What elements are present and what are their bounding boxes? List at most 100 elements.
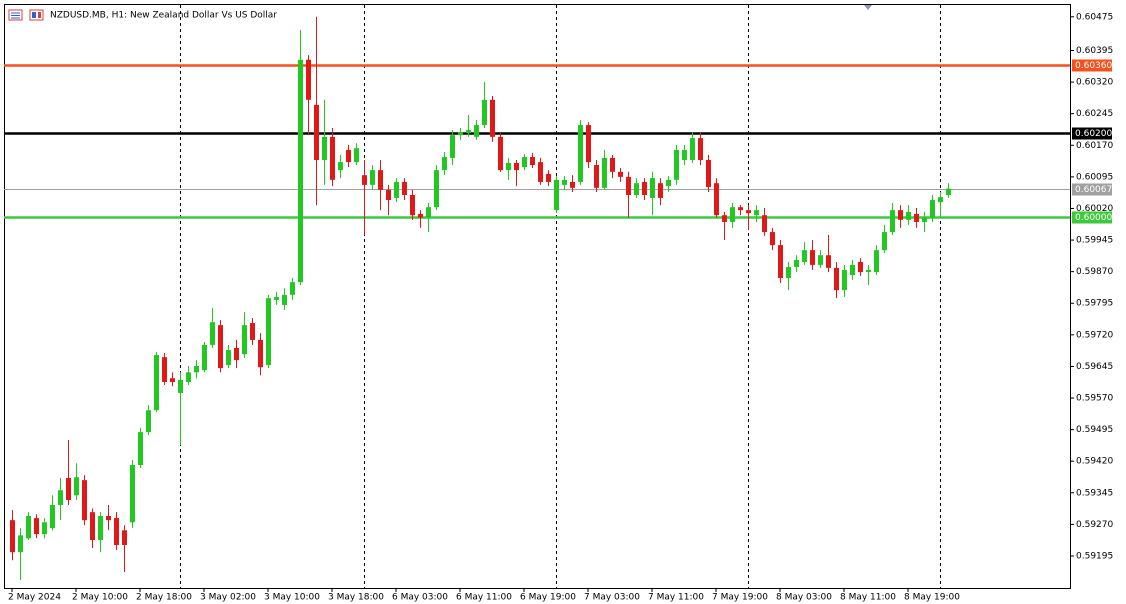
candle-body bbox=[346, 149, 351, 163]
candle-body bbox=[210, 322, 215, 345]
x-tick-label: 8 May 19:00 bbox=[904, 593, 960, 603]
candle-body bbox=[194, 366, 199, 373]
candle-body bbox=[10, 520, 15, 553]
y-tick-label: 0.59945 bbox=[1076, 236, 1113, 246]
candle-body bbox=[786, 267, 791, 278]
candle-body bbox=[930, 200, 935, 218]
candle-body bbox=[178, 379, 183, 393]
candle-body bbox=[866, 269, 871, 273]
icon-chart[interactable] bbox=[29, 9, 44, 21]
candle-body bbox=[554, 179, 559, 211]
candle-body bbox=[90, 512, 95, 540]
candle-body bbox=[898, 210, 903, 220]
x-tick-label: 3 May 18:00 bbox=[328, 593, 384, 603]
x-tick-label: 7 May 19:00 bbox=[712, 593, 768, 603]
candle-body bbox=[746, 210, 751, 214]
candle-body bbox=[906, 211, 911, 220]
price-tag-label: 0.60200 bbox=[1075, 129, 1112, 139]
y-tick-label: 0.59495 bbox=[1076, 425, 1113, 435]
y-tick-label: 0.59870 bbox=[1076, 267, 1113, 277]
price-tag bbox=[1072, 127, 1112, 140]
candle-body bbox=[834, 267, 839, 291]
candle-body bbox=[202, 344, 207, 371]
candle-body bbox=[722, 215, 727, 222]
candle-body bbox=[666, 179, 671, 187]
icon-bar bbox=[32, 12, 36, 18]
candle-body bbox=[850, 264, 855, 276]
x-tick-label: 7 May 11:00 bbox=[648, 593, 704, 603]
x-tick-label: 8 May 03:00 bbox=[776, 593, 832, 603]
candle-body bbox=[874, 250, 879, 273]
candle-body bbox=[234, 347, 239, 361]
candle-body bbox=[418, 213, 423, 218]
candle-body bbox=[122, 530, 127, 546]
candle-body bbox=[434, 170, 439, 208]
candle-body bbox=[626, 176, 631, 195]
candle-body bbox=[778, 245, 783, 278]
candle-body bbox=[74, 477, 79, 496]
candle-body bbox=[314, 104, 319, 161]
candle-body bbox=[18, 535, 23, 553]
candle-body bbox=[154, 355, 159, 411]
candle-body bbox=[426, 207, 431, 218]
candle-body bbox=[810, 250, 815, 265]
candle-body bbox=[362, 175, 367, 185]
candle-body bbox=[218, 325, 223, 369]
candle-body bbox=[442, 157, 447, 171]
candle-body bbox=[138, 432, 143, 465]
candle-body bbox=[394, 181, 399, 198]
candle-body bbox=[186, 372, 191, 383]
candle-body bbox=[642, 181, 647, 195]
y-tick-label: 0.60395 bbox=[1076, 46, 1113, 56]
separators bbox=[180, 5, 941, 588]
candle-body bbox=[58, 490, 63, 506]
candle-body bbox=[458, 132, 463, 136]
candle-body bbox=[890, 210, 895, 233]
candle-body bbox=[682, 149, 687, 161]
y-tick-label: 0.59795 bbox=[1076, 299, 1113, 309]
candle-body bbox=[410, 194, 415, 216]
symbol-icons[interactable] bbox=[8, 9, 44, 21]
candle-body bbox=[250, 323, 255, 340]
candle-body bbox=[498, 136, 503, 171]
y-tick-label: 0.59270 bbox=[1076, 520, 1113, 530]
price-tag-label: 0.60360 bbox=[1075, 61, 1112, 71]
candle-body bbox=[594, 165, 599, 188]
y-tick-label: 0.59645 bbox=[1076, 362, 1113, 372]
candle-body bbox=[658, 183, 663, 198]
x-tick-label: 2 May 18:00 bbox=[136, 593, 192, 603]
candle-body bbox=[706, 160, 711, 187]
candle-body bbox=[34, 518, 39, 535]
candle-body bbox=[562, 179, 567, 185]
candle-body bbox=[770, 232, 775, 246]
candle-body bbox=[50, 505, 55, 529]
candle-body bbox=[290, 282, 295, 295]
candle-body bbox=[26, 515, 31, 539]
candle-body bbox=[474, 125, 479, 137]
candle-body bbox=[754, 210, 759, 216]
candle-body bbox=[818, 255, 823, 265]
candle-body bbox=[274, 296, 279, 300]
candle-body bbox=[66, 478, 71, 500]
candle-body bbox=[330, 136, 335, 180]
candle-body bbox=[698, 138, 703, 161]
candle-body bbox=[322, 136, 327, 161]
candle-body bbox=[514, 162, 519, 171]
candle-body bbox=[386, 189, 391, 201]
candle-body bbox=[610, 157, 615, 172]
candle-body bbox=[946, 188, 951, 195]
candle-body bbox=[570, 181, 575, 188]
candle-body bbox=[82, 480, 87, 521]
shift-marker[interactable] bbox=[864, 5, 872, 10]
y-tick-label: 0.59570 bbox=[1076, 394, 1113, 404]
candle-body bbox=[146, 410, 151, 433]
candle-body bbox=[826, 255, 831, 268]
candle-body bbox=[450, 135, 455, 158]
x-tick-label: 2 May 2024 bbox=[8, 593, 61, 603]
candle-body bbox=[802, 250, 807, 262]
candle-body bbox=[762, 215, 767, 233]
candle-body bbox=[266, 298, 271, 366]
y-tick-label: 0.59345 bbox=[1076, 488, 1113, 498]
candle-body bbox=[858, 261, 863, 273]
